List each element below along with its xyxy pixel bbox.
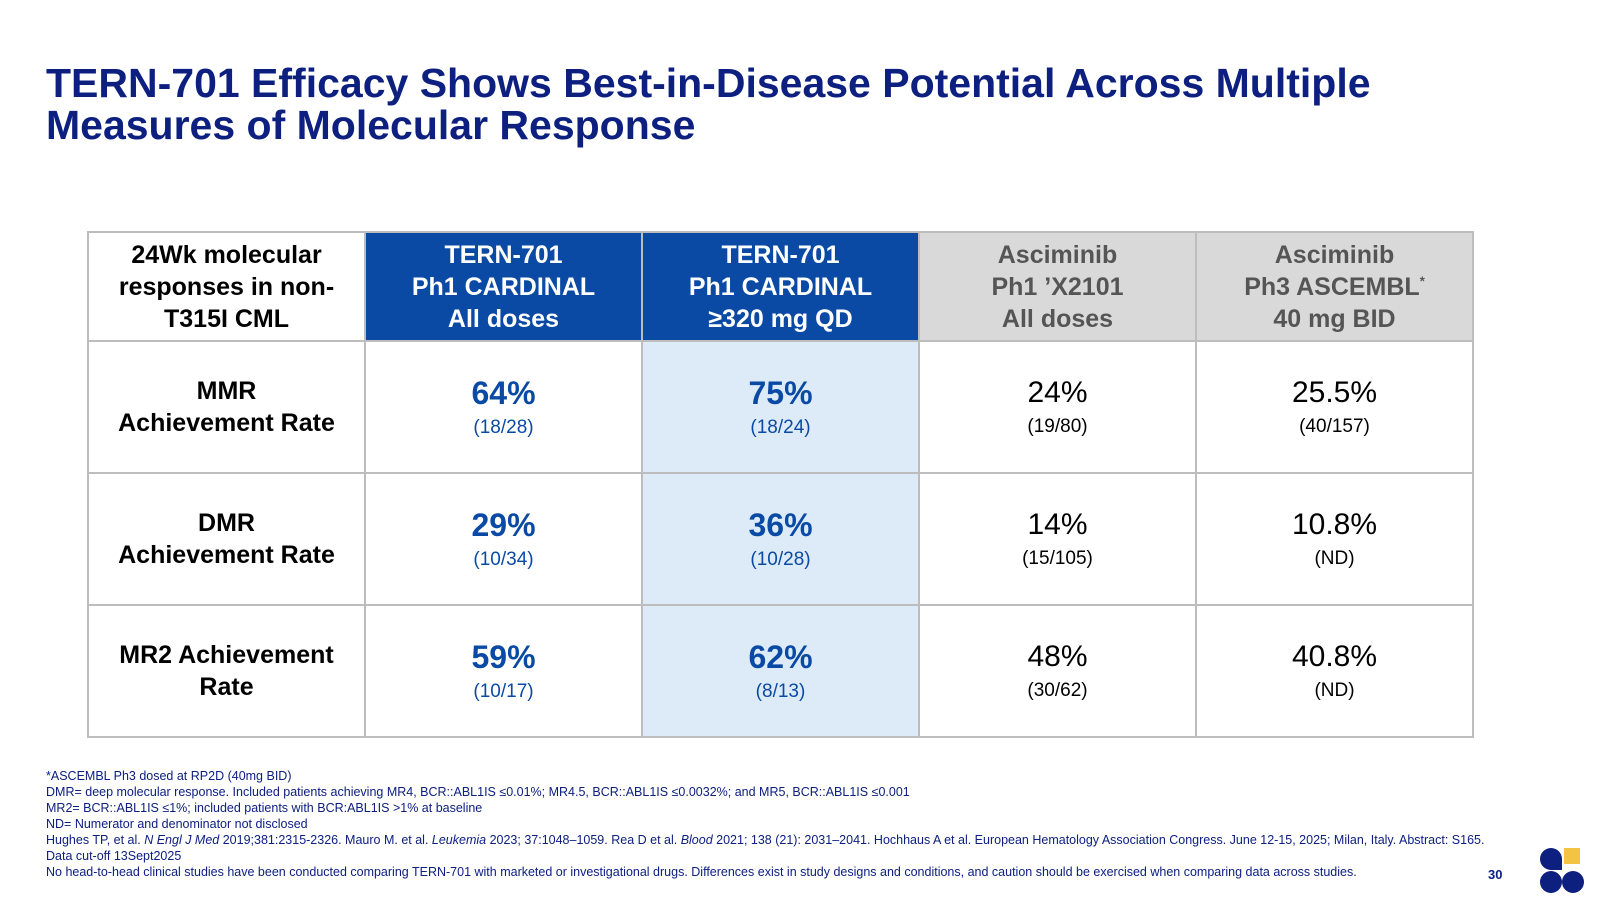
- cell-percent: 59%: [471, 639, 536, 675]
- cell-fraction: (15/105): [1022, 548, 1093, 569]
- page-number: 30: [1488, 867, 1503, 882]
- slide-title: TERN-701 Efficacy Shows Best-in-Disease …: [46, 62, 1496, 146]
- cell-percent: 36%: [748, 507, 813, 543]
- row-label-mr2: MR2 Achievement Rate: [87, 604, 366, 738]
- footnote-mr2: MR2= BCR::ABL1IS ≤1%; included patients …: [46, 801, 483, 815]
- footnotes: *ASCEMBL Ph3 dosed at RP2D (40mg BID) DM…: [46, 768, 1486, 880]
- row-label-dmr: DMR Achievement Rate: [87, 472, 366, 606]
- footnote-dmr: DMR= deep molecular response. Included p…: [46, 785, 910, 799]
- cell-percent: 48%: [1027, 640, 1088, 673]
- cell-fraction: (ND): [1314, 548, 1355, 569]
- cell-percent: 29%: [471, 507, 536, 543]
- column-header-asciminib-x2101: Asciminib Ph1 ’X2101 All doses: [918, 231, 1197, 342]
- column-header-asciminib-ascembl: Asciminib Ph3 ASCEMBL* 40 mg BID: [1195, 231, 1474, 342]
- cell-dmr-asciminib-x2101: 14% (15/105): [918, 472, 1197, 606]
- cell-fraction: (18/28): [473, 417, 534, 438]
- cell-fraction: (40/157): [1299, 416, 1370, 437]
- cell-fraction: (10/34): [473, 549, 534, 570]
- cell-fraction: (10/28): [750, 549, 811, 570]
- cell-percent: 64%: [471, 375, 536, 411]
- cell-fraction: (ND): [1314, 680, 1355, 701]
- cell-percent: 40.8%: [1291, 640, 1378, 673]
- cell-fraction: (30/62): [1027, 680, 1088, 701]
- footnote-ascembl: *ASCEMBL Ph3 dosed at RP2D (40mg BID): [46, 769, 292, 783]
- table-row-mmr: MMR Achievement Rate 64% (18/28) 75% (18…: [87, 340, 1474, 474]
- cell-mr2-asciminib-x2101: 48% (30/62): [918, 604, 1197, 738]
- cell-dmr-tern701-all: 29% (10/34): [364, 472, 643, 606]
- company-logo-icon: [1540, 848, 1584, 893]
- cell-mr2-tern701-320mg: 62% (8/13): [641, 604, 920, 738]
- cell-mmr-tern701-320mg: 75% (18/24): [641, 340, 920, 474]
- footnote-marker: *: [1419, 273, 1425, 289]
- table-corner-label: 24Wk molecular responses in non- T315I C…: [87, 231, 366, 342]
- cell-dmr-asciminib-ascembl: 10.8% (ND): [1195, 472, 1474, 606]
- slide-title-line-1: TERN-701 Efficacy Shows Best-in-Disease …: [46, 60, 1371, 106]
- cell-percent: 14%: [1027, 508, 1088, 541]
- table-header-row: 24Wk molecular responses in non- T315I C…: [87, 231, 1474, 342]
- table-row-mr2: MR2 Achievement Rate 59% (10/17) 62% (8/…: [87, 604, 1474, 738]
- cell-mmr-tern701-all: 64% (18/28): [364, 340, 643, 474]
- cell-mr2-tern701-all: 59% (10/17): [364, 604, 643, 738]
- cell-dmr-tern701-320mg: 36% (10/28): [641, 472, 920, 606]
- cell-fraction: (19/80): [1027, 416, 1088, 437]
- slide-title-line-2: Measures of Molecular Response: [46, 102, 696, 148]
- footnote-references: Hughes TP, et al. N Engl J Med 2019;381:…: [46, 833, 1485, 847]
- cell-percent: 62%: [748, 639, 813, 675]
- cell-fraction: (18/24): [750, 417, 811, 438]
- molecular-response-table: 24Wk molecular responses in non- T315I C…: [87, 231, 1474, 738]
- column-header-tern701-all-doses: TERN-701 Ph1 CARDINAL All doses: [364, 231, 643, 342]
- footnote-data-cutoff: Data cut-off 13Sept2025: [46, 849, 182, 863]
- cell-mmr-asciminib-x2101: 24% (19/80): [918, 340, 1197, 474]
- table-row-dmr: DMR Achievement Rate 29% (10/34) 36% (10…: [87, 472, 1474, 606]
- row-label-mmr: MMR Achievement Rate: [87, 340, 366, 474]
- cell-percent: 25.5%: [1291, 376, 1378, 409]
- cell-percent: 10.8%: [1291, 508, 1378, 541]
- cell-mmr-asciminib-ascembl: 25.5% (40/157): [1195, 340, 1474, 474]
- cell-mr2-asciminib-ascembl: 40.8% (ND): [1195, 604, 1474, 738]
- cell-percent: 75%: [748, 375, 813, 411]
- cell-percent: 24%: [1027, 376, 1088, 409]
- footnote-nd: ND= Numerator and denominator not disclo…: [46, 817, 308, 831]
- cell-fraction: (8/13): [755, 681, 806, 702]
- cell-fraction: (10/17): [473, 681, 534, 702]
- column-header-tern701-320mg: TERN-701 Ph1 CARDINAL ≥320 mg QD: [641, 231, 920, 342]
- footnote-disclaimer: No head-to-head clinical studies have be…: [46, 865, 1357, 879]
